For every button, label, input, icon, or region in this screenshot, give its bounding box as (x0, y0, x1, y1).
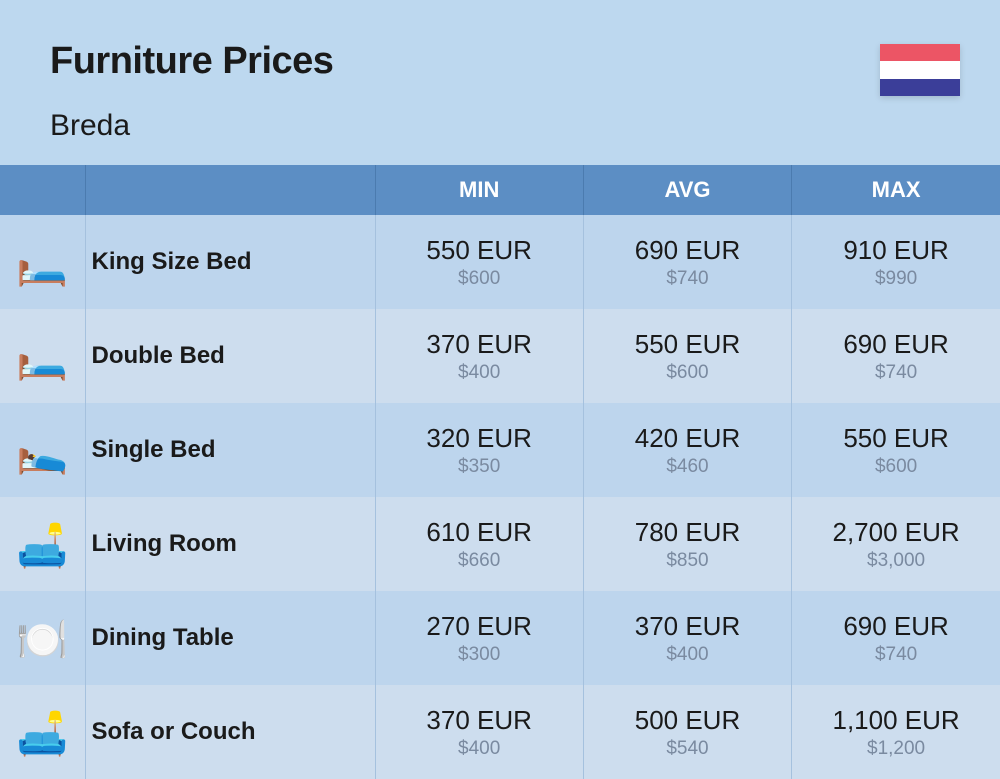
row-name: Dining Table (85, 591, 375, 685)
flag-stripe-mid (880, 61, 960, 78)
page-header: Furniture Prices Breda (0, 0, 1000, 165)
price-secondary: $300 (376, 644, 583, 666)
price-cell-max: 910 EUR$990 (792, 215, 1000, 309)
col-header-min: MIN (375, 165, 583, 215)
price-cell-max: 1,100 EUR$1,200 (792, 685, 1000, 779)
row-icon: 🛌 (0, 403, 85, 497)
col-header-max: MAX (792, 165, 1000, 215)
price-cell-avg: 420 EUR$460 (583, 403, 791, 497)
table-row: 🍽️Dining Table270 EUR$300370 EUR$400690 … (0, 591, 1000, 685)
row-icon: 🍽️ (0, 591, 85, 685)
price-primary: 780 EUR (584, 516, 791, 549)
price-table: MIN AVG MAX 🛏️King Size Bed550 EUR$60069… (0, 165, 1000, 779)
row-icon: 🛏️ (0, 215, 85, 309)
price-cell-avg: 780 EUR$850 (583, 497, 791, 591)
price-cell-max: 690 EUR$740 (792, 591, 1000, 685)
price-primary: 370 EUR (584, 610, 791, 643)
table-row: 🛋️Sofa or Couch370 EUR$400500 EUR$5401,1… (0, 685, 1000, 779)
price-secondary: $990 (792, 268, 1000, 290)
price-secondary: $3,000 (792, 550, 1000, 572)
price-secondary: $400 (376, 738, 583, 760)
price-cell-max: 690 EUR$740 (792, 309, 1000, 403)
price-primary: 370 EUR (376, 328, 583, 361)
page-title: Furniture Prices (50, 40, 950, 83)
price-table-page: Furniture Prices Breda MIN AVG MAX 🛏️Kin… (0, 0, 1000, 776)
price-secondary: $850 (584, 550, 791, 572)
price-primary: 2,700 EUR (792, 516, 1000, 549)
price-primary: 910 EUR (792, 234, 1000, 267)
price-primary: 550 EUR (792, 422, 1000, 455)
price-primary: 610 EUR (376, 516, 583, 549)
table-body: 🛏️King Size Bed550 EUR$600690 EUR$740910… (0, 215, 1000, 779)
price-secondary: $400 (584, 644, 791, 666)
row-name: King Size Bed (85, 215, 375, 309)
price-primary: 420 EUR (584, 422, 791, 455)
price-cell-avg: 550 EUR$600 (583, 309, 791, 403)
table-row: 🛏️Double Bed370 EUR$400550 EUR$600690 EU… (0, 309, 1000, 403)
price-primary: 690 EUR (584, 234, 791, 267)
price-cell-max: 550 EUR$600 (792, 403, 1000, 497)
row-name: Double Bed (85, 309, 375, 403)
table-header: MIN AVG MAX (0, 165, 1000, 215)
price-cell-avg: 370 EUR$400 (583, 591, 791, 685)
price-primary: 320 EUR (376, 422, 583, 455)
table-row: 🛌Single Bed320 EUR$350420 EUR$460550 EUR… (0, 403, 1000, 497)
price-cell-avg: 500 EUR$540 (583, 685, 791, 779)
price-primary: 690 EUR (792, 610, 1000, 643)
price-primary: 270 EUR (376, 610, 583, 643)
price-secondary: $540 (584, 738, 791, 760)
price-secondary: $660 (376, 550, 583, 572)
price-primary: 1,100 EUR (792, 704, 1000, 737)
table-row: 🛋️Living Room610 EUR$660780 EUR$8502,700… (0, 497, 1000, 591)
row-name: Sofa or Couch (85, 685, 375, 779)
price-cell-min: 610 EUR$660 (375, 497, 583, 591)
price-secondary: $740 (792, 362, 1000, 384)
flag-icon (880, 44, 960, 96)
price-cell-avg: 690 EUR$740 (583, 215, 791, 309)
price-primary: 500 EUR (584, 704, 791, 737)
page-subtitle: Breda (50, 109, 950, 143)
row-name: Living Room (85, 497, 375, 591)
price-cell-max: 2,700 EUR$3,000 (792, 497, 1000, 591)
price-secondary: $600 (376, 268, 583, 290)
price-secondary: $350 (376, 456, 583, 478)
price-secondary: $740 (792, 644, 1000, 666)
price-primary: 690 EUR (792, 328, 1000, 361)
row-name: Single Bed (85, 403, 375, 497)
col-header-avg: AVG (583, 165, 791, 215)
row-icon: 🛏️ (0, 309, 85, 403)
flag-stripe-bot (880, 79, 960, 96)
table-row: 🛏️King Size Bed550 EUR$600690 EUR$740910… (0, 215, 1000, 309)
price-secondary: $400 (376, 362, 583, 384)
price-primary: 550 EUR (584, 328, 791, 361)
price-cell-min: 370 EUR$400 (375, 309, 583, 403)
col-header-name (85, 165, 375, 215)
price-cell-min: 270 EUR$300 (375, 591, 583, 685)
price-secondary: $460 (584, 456, 791, 478)
price-secondary: $600 (792, 456, 1000, 478)
price-secondary: $1,200 (792, 738, 1000, 760)
price-secondary: $600 (584, 362, 791, 384)
price-secondary: $740 (584, 268, 791, 290)
price-cell-min: 370 EUR$400 (375, 685, 583, 779)
flag-stripe-top (880, 44, 960, 61)
price-primary: 550 EUR (376, 234, 583, 267)
row-icon: 🛋️ (0, 497, 85, 591)
price-cell-min: 550 EUR$600 (375, 215, 583, 309)
price-cell-min: 320 EUR$350 (375, 403, 583, 497)
price-primary: 370 EUR (376, 704, 583, 737)
col-header-icon (0, 165, 85, 215)
row-icon: 🛋️ (0, 685, 85, 779)
